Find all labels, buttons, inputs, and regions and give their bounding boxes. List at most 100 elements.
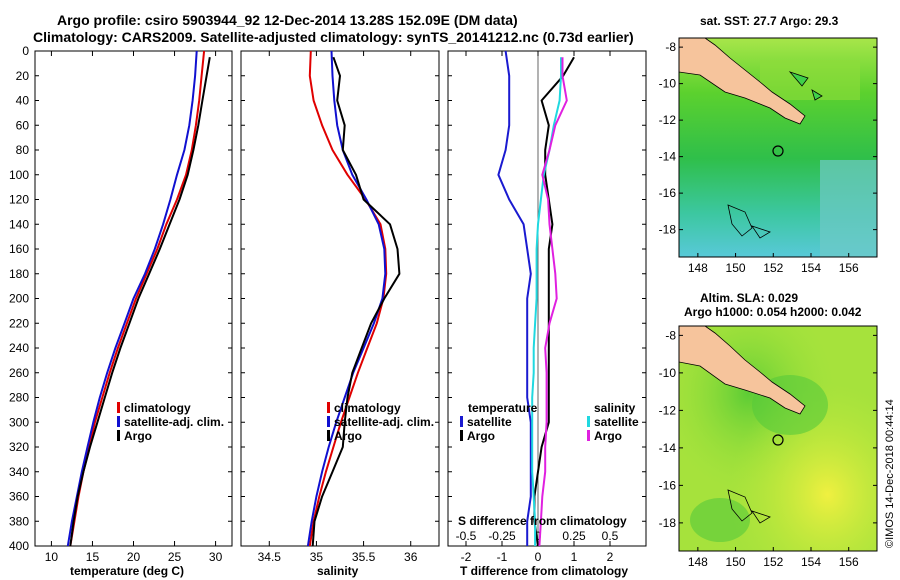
legend-s-argo: Argo bbox=[594, 429, 622, 443]
series-satellite-adj-clim- bbox=[306, 50, 387, 547]
depth-tick-label: 240 bbox=[9, 341, 29, 355]
legend-salinity-heading: salinity bbox=[594, 401, 636, 415]
map-x-tick-label: 148 bbox=[688, 555, 708, 569]
series-t-satellite bbox=[497, 50, 532, 546]
legend-climatology: climatology bbox=[334, 401, 401, 415]
map-x-tick-label: 152 bbox=[763, 261, 783, 275]
title-line-2: Climatology: CARS2009. Satellite-adjuste… bbox=[33, 29, 634, 45]
x-tick-label: -1 bbox=[497, 550, 508, 564]
depth-tick-label: 60 bbox=[16, 118, 30, 132]
credit-text: ©IMOS 14-Dec-2018 00:44:14 bbox=[884, 399, 896, 548]
series-satellite-adj-clim- bbox=[66, 50, 198, 547]
legend-temperature-heading: temperature bbox=[468, 401, 538, 415]
x-tick-label: 35.5 bbox=[352, 550, 376, 564]
x-tick-label: 30 bbox=[209, 550, 223, 564]
legend-climatology: climatology bbox=[124, 401, 191, 415]
map-x-tick-label: 148 bbox=[688, 261, 708, 275]
series-argo bbox=[69, 57, 211, 547]
series-t-argo bbox=[533, 56, 575, 547]
depth-tick-label: 180 bbox=[9, 267, 29, 281]
map-y-tick-label: -14 bbox=[659, 150, 677, 164]
temperature-x-label: temperature (deg C) bbox=[70, 564, 184, 578]
land-new-guinea bbox=[679, 326, 806, 415]
depth-tick-label: 340 bbox=[9, 465, 29, 479]
legend-s-satellite: satellite bbox=[594, 415, 639, 429]
series-climatology bbox=[69, 50, 206, 547]
map-axis-ticks: 148 150 152 154 156 -8 -10 -12 -14 -16 -18 148 150 15… bbox=[659, 40, 877, 569]
sla-map bbox=[679, 326, 877, 551]
depth-tick-label: 320 bbox=[9, 440, 29, 454]
x-tick-label: 25 bbox=[168, 550, 182, 564]
map-x-tick-label: 154 bbox=[801, 261, 821, 275]
x-tick-label: 20 bbox=[127, 550, 141, 564]
legend-t-argo: Argo bbox=[467, 429, 495, 443]
title-line-1: Argo profile: csiro 5903944_92 12-Dec-20… bbox=[57, 12, 518, 28]
temperature-legend: climatology satellite-adj. clim. Argo bbox=[117, 401, 224, 443]
x-tick-label: 2 bbox=[607, 550, 614, 564]
sst-map bbox=[679, 38, 877, 257]
x-tick-label: 36 bbox=[404, 550, 418, 564]
map-y-tick-label: -18 bbox=[659, 516, 677, 530]
axis-ticks: 10 15 20 25 30 34.5 35 35.5 36 -2 -1 0 1 2-0.5 -0.25 0 0… bbox=[35, 50, 646, 564]
x-tick-label: 1 bbox=[571, 550, 578, 564]
x2-tick-label: 0.25 bbox=[562, 529, 586, 543]
difference-panel-frame bbox=[447, 50, 647, 547]
salinity-panel-frame bbox=[240, 50, 440, 547]
x-tick-label: -2 bbox=[461, 550, 472, 564]
depth-axis-labels: 0 20 40 60 80 100 120 140 160 180 200 220 240 260 280 3… bbox=[9, 44, 29, 553]
map-y-tick-label: -16 bbox=[659, 478, 677, 492]
series-s-argo bbox=[538, 57, 568, 547]
depth-tick-label: 20 bbox=[16, 69, 30, 83]
depth-tick-label: 0 bbox=[22, 44, 29, 58]
x-tick-label: 15 bbox=[86, 550, 100, 564]
sla-map-title-2: Argo h1000: 0.054 h2000: 0.042 bbox=[684, 305, 862, 319]
sla-argo-marker bbox=[772, 434, 784, 446]
depth-tick-label: 40 bbox=[16, 94, 30, 108]
x2-tick-label: -0.25 bbox=[488, 529, 516, 543]
depth-tick-label: 360 bbox=[9, 490, 29, 504]
legend-satellite-adj: satellite-adj. clim. bbox=[334, 415, 434, 429]
map-x-tick-label: 156 bbox=[839, 555, 859, 569]
sla-map-title-1: Altim. SLA: 0.029 bbox=[700, 291, 798, 305]
s-difference-label: S difference from climatology bbox=[458, 514, 627, 528]
series-argo bbox=[311, 56, 401, 547]
map-x-tick-label: 152 bbox=[763, 555, 783, 569]
x-tick-label: 34.5 bbox=[258, 550, 282, 564]
land-new-guinea bbox=[679, 38, 806, 125]
map-y-tick-label: -8 bbox=[665, 328, 676, 342]
x2-tick-label: 0.5 bbox=[602, 529, 619, 543]
map-y-tick-label: -18 bbox=[659, 223, 677, 237]
depth-tick-label: 100 bbox=[9, 168, 29, 182]
map-x-tick-label: 150 bbox=[726, 261, 746, 275]
map-y-tick-label: -10 bbox=[659, 366, 677, 380]
map-x-tick-label: 156 bbox=[839, 261, 859, 275]
x2-tick-label: -0.5 bbox=[456, 529, 477, 543]
x-tick-label: 10 bbox=[45, 550, 59, 564]
map-y-tick-label: -8 bbox=[665, 40, 676, 54]
difference-x-label: T difference from climatology bbox=[460, 564, 628, 578]
depth-tick-label: 220 bbox=[9, 316, 29, 330]
profile-series bbox=[66, 50, 575, 547]
sst-map-title: sat. SST: 27.7 Argo: 29.3 bbox=[700, 14, 839, 28]
depth-tick-label: 280 bbox=[9, 391, 29, 405]
map-y-tick-label: -14 bbox=[659, 441, 677, 455]
legend-argo: Argo bbox=[334, 429, 362, 443]
legend-t-satellite: satellite bbox=[467, 415, 512, 429]
salinity-x-label: salinity bbox=[317, 564, 359, 578]
depth-tick-label: 200 bbox=[9, 292, 29, 306]
depth-tick-label: 260 bbox=[9, 366, 29, 380]
depth-tick-label: 380 bbox=[9, 514, 29, 528]
sst-argo-marker bbox=[772, 145, 784, 157]
difference-legend: temperature satellite Argo salinity sate… bbox=[460, 401, 639, 443]
depth-tick-label: 80 bbox=[16, 143, 30, 157]
x-tick-label: 0 bbox=[535, 550, 542, 564]
legend-argo: Argo bbox=[124, 429, 152, 443]
map-y-tick-label: -12 bbox=[659, 403, 677, 417]
depth-tick-label: 160 bbox=[9, 242, 29, 256]
depth-tick-label: 300 bbox=[9, 415, 29, 429]
map-x-tick-label: 154 bbox=[801, 555, 821, 569]
depth-tick-label: 120 bbox=[9, 193, 29, 207]
sst-map-frame bbox=[678, 37, 878, 258]
map-y-tick-label: -12 bbox=[659, 113, 677, 127]
